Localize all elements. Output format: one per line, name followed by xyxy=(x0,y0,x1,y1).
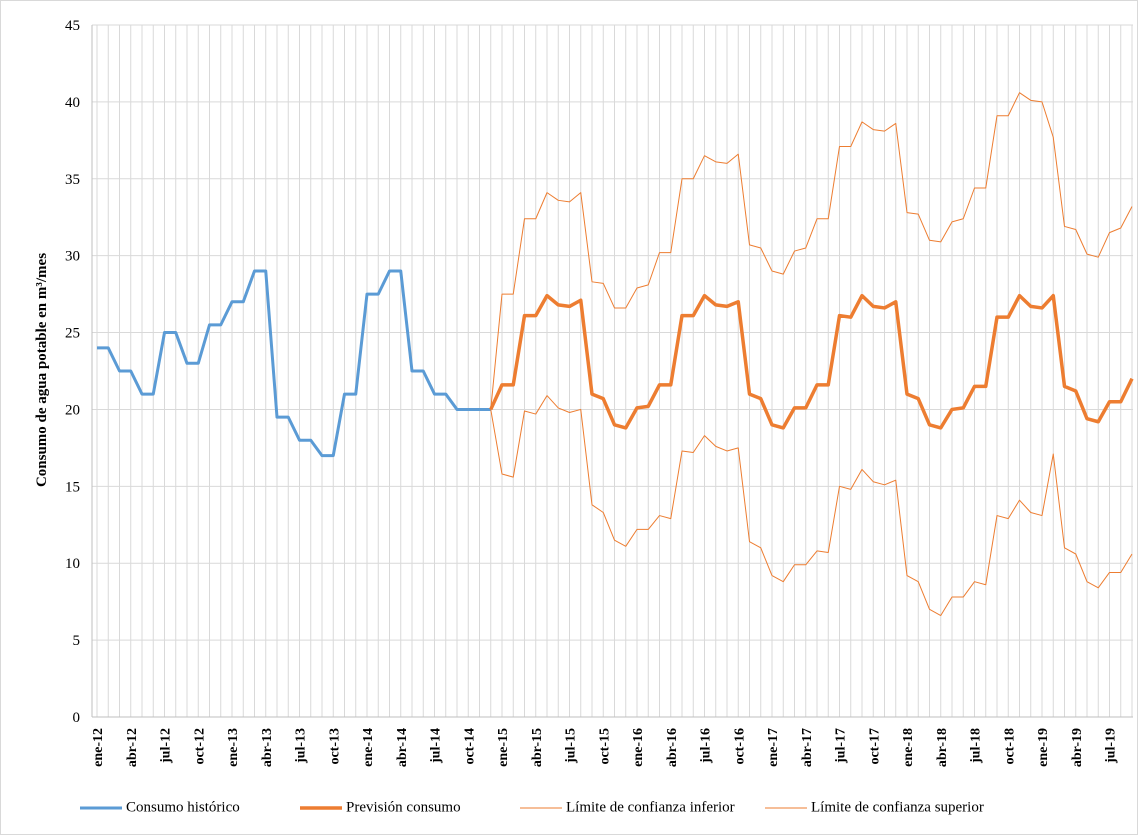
y-tick-label: 5 xyxy=(73,633,81,649)
legend-label: Límite de confianza inferior xyxy=(566,799,735,815)
x-tick-label: oct-13 xyxy=(327,728,342,765)
series-line xyxy=(490,395,1133,617)
x-tick-label: jul-19 xyxy=(1104,728,1119,764)
series-line xyxy=(489,293,1134,430)
x-tick-label: jul-18 xyxy=(969,728,984,764)
x-tick-label: abr-14 xyxy=(395,728,410,767)
x-tick-label: abr-17 xyxy=(800,728,815,767)
x-tick-label: ene-18 xyxy=(901,728,916,767)
x-tick-label: abr-12 xyxy=(125,728,140,767)
legend-label: Previsión consumo xyxy=(346,799,461,815)
x-tick-label: oct-17 xyxy=(867,728,882,765)
x-tick-label: oct-16 xyxy=(732,728,747,765)
x-tick-label: ene-13 xyxy=(226,728,241,767)
x-tick-label: jul-14 xyxy=(429,728,444,764)
y-tick-label: 35 xyxy=(65,172,80,188)
y-tick-label: 25 xyxy=(65,326,80,342)
x-tick-label: oct-14 xyxy=(462,728,477,765)
series-line xyxy=(490,92,1133,410)
x-tick-label: ene-16 xyxy=(631,728,646,767)
x-tick-label: jul-16 xyxy=(699,728,714,764)
x-tick-label: ene-15 xyxy=(496,728,511,767)
x-tick-label: abr-15 xyxy=(530,728,545,767)
x-tick-label: ene-17 xyxy=(766,728,781,767)
x-tick-label: abr-16 xyxy=(665,728,680,767)
y-tick-label: 0 xyxy=(73,710,81,726)
x-tick-label: jul-13 xyxy=(294,728,309,764)
legend-label: Límite de confianza superior xyxy=(811,799,984,815)
x-tick-label: abr-18 xyxy=(935,728,950,767)
y-tick-label: 10 xyxy=(65,556,80,572)
y-tick-label: 30 xyxy=(65,249,80,265)
y-tick-label: 15 xyxy=(65,479,80,495)
x-tick-label: oct-18 xyxy=(1002,728,1017,765)
x-tick-label: abr-13 xyxy=(260,728,275,767)
x-tick-label: jul-12 xyxy=(159,728,174,764)
y-tick-label: 20 xyxy=(65,402,80,418)
y-tick-label: 45 xyxy=(65,18,80,34)
x-tick-label: jul-15 xyxy=(564,728,579,764)
x-tick-label: ene-14 xyxy=(361,728,376,767)
x-tick-label: oct-15 xyxy=(597,728,612,765)
y-tick-label: 40 xyxy=(65,95,80,111)
series-line xyxy=(97,269,491,458)
x-tick-label: abr-19 xyxy=(1070,728,1085,767)
x-tick-label: ene-19 xyxy=(1036,728,1051,767)
x-tick-label: ene-12 xyxy=(91,728,106,767)
y-axis-label: Consumo de agua potable en m³/mes xyxy=(34,253,50,487)
x-tick-label: oct-12 xyxy=(192,728,207,765)
x-tick-label: jul-17 xyxy=(834,728,849,764)
legend-label: Consumo histórico xyxy=(126,799,240,815)
